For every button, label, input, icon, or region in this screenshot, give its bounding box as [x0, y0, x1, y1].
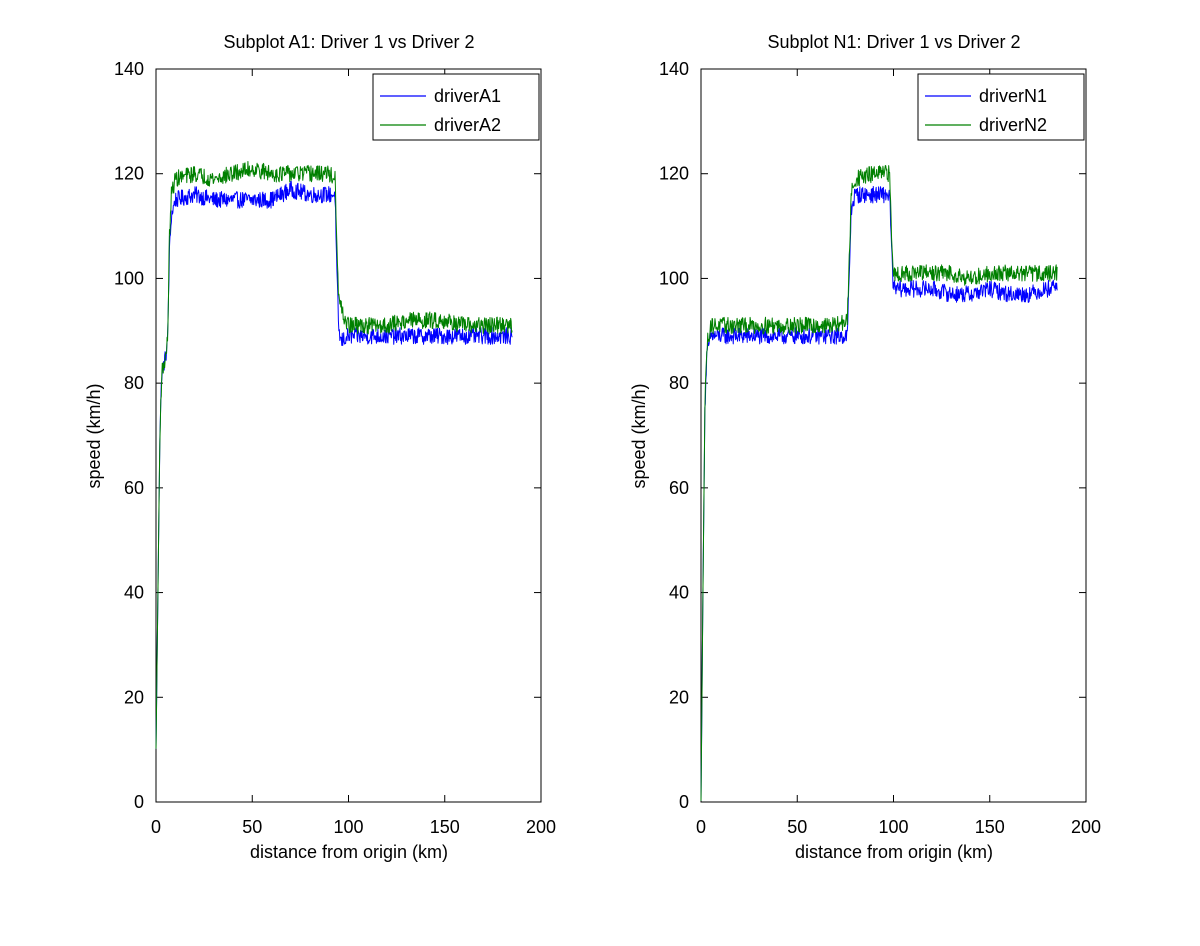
- y-tick-label: 120: [114, 164, 144, 184]
- x-axis-label: distance from origin (km): [795, 842, 993, 862]
- x-tick-label: 0: [696, 817, 706, 837]
- tick-labels: 0 50 100 150 200 0 20 40 60 80 100 120 140: [114, 59, 556, 837]
- y-tick-label: 0: [679, 792, 689, 812]
- y-tick-label: 80: [124, 373, 144, 393]
- x-tick-label: 200: [526, 817, 556, 837]
- plot-area: [700, 68, 1087, 803]
- y-tick-label: 100: [114, 268, 144, 288]
- chart-title: Subplot N1: Driver 1 vs Driver 2: [767, 32, 1020, 52]
- y-tick-label: 0: [134, 792, 144, 812]
- axes-frame: [155, 68, 542, 803]
- legend-label-series-2: driverN2: [979, 115, 1047, 135]
- x-tick-label: 50: [787, 817, 807, 837]
- y-axis-label: speed (km/h): [629, 383, 649, 488]
- legend-label-series-2: driverA2: [434, 115, 501, 135]
- y-tick-label: 140: [659, 59, 689, 79]
- legend: driverA1 driverA2: [372, 73, 540, 141]
- x-tick-label: 150: [975, 817, 1005, 837]
- axes-frame: [700, 68, 1087, 803]
- x-tick-label: 0: [151, 817, 161, 837]
- chart-title: Subplot A1: Driver 1 vs Driver 2: [223, 32, 474, 52]
- subplot-n1: Subplot N1: Driver 1 vs Driver 2 distanc…: [629, 32, 1101, 862]
- legend-box: [372, 73, 540, 141]
- legend-label-series-1: driverN1: [979, 86, 1047, 106]
- x-tick-label: 100: [878, 817, 908, 837]
- legend: driverN1 driverN2: [917, 73, 1085, 141]
- tick-labels: 0 50 100 150 200 0 20 40 60 80 100 120 140: [659, 59, 1101, 837]
- series-line-driverA2: [155, 160, 513, 749]
- y-tick-label: 80: [669, 373, 689, 393]
- y-axis-label: speed (km/h): [84, 383, 104, 488]
- series-line-driverA1: [155, 180, 513, 749]
- x-tick-label: 100: [333, 817, 363, 837]
- y-tick-label: 140: [114, 59, 144, 79]
- legend-label-series-1: driverA1: [434, 86, 501, 106]
- plot-area: [155, 68, 542, 803]
- y-tick-label: 40: [124, 583, 144, 603]
- legend-box: [917, 73, 1085, 141]
- x-tick-label: 50: [242, 817, 262, 837]
- series-line-driverN2: [700, 165, 1058, 801]
- y-tick-label: 20: [669, 687, 689, 707]
- subplot-a1: Subplot A1: Driver 1 vs Driver 2 distanc…: [84, 32, 556, 862]
- y-tick-label: 100: [659, 268, 689, 288]
- y-tick-label: 60: [124, 478, 144, 498]
- y-tick-label: 40: [669, 583, 689, 603]
- y-tick-label: 20: [124, 687, 144, 707]
- y-tick-label: 60: [669, 478, 689, 498]
- y-tick-label: 120: [659, 164, 689, 184]
- x-tick-label: 150: [430, 817, 460, 837]
- x-axis-label: distance from origin (km): [250, 842, 448, 862]
- series-line-driverN1: [700, 185, 1058, 801]
- x-tick-label: 200: [1071, 817, 1101, 837]
